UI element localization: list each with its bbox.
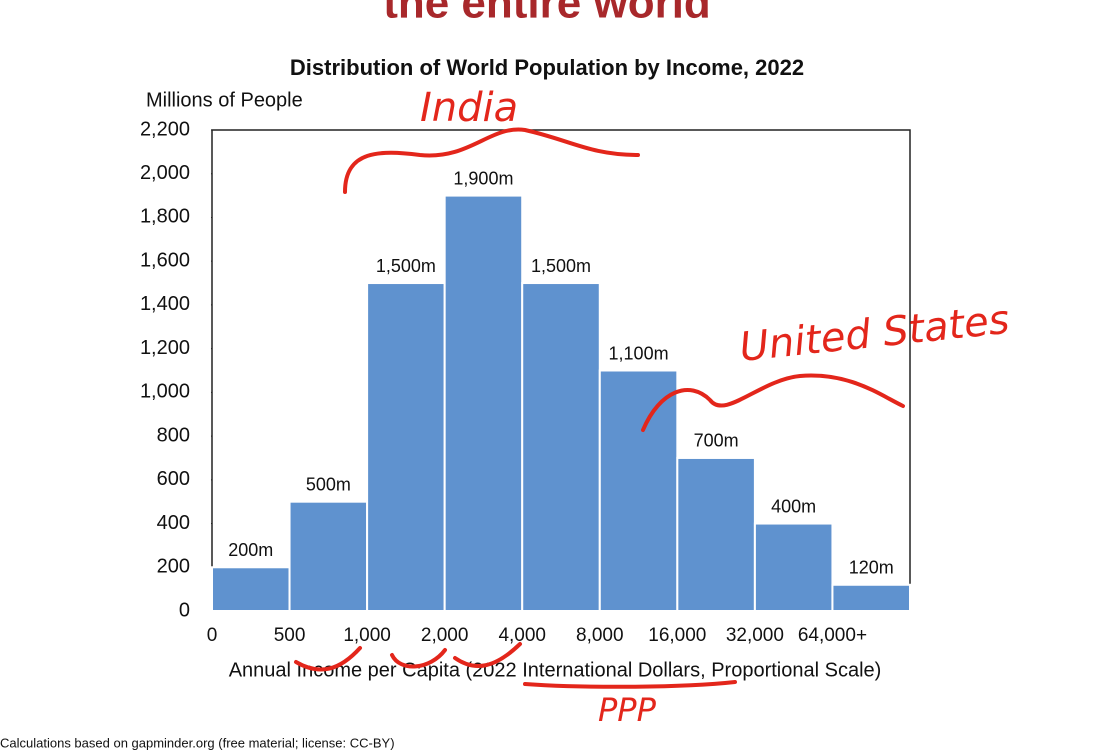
annotation: India <box>420 85 518 131</box>
y-tick-label: 2,000 <box>140 162 190 184</box>
x-tick-label: 1,000 <box>343 625 391 646</box>
annotation-stroke <box>294 642 522 672</box>
bar <box>443 194 524 612</box>
bar <box>676 456 756 613</box>
value-label: 400m <box>771 496 816 516</box>
x-tick-label: 500 <box>274 625 306 646</box>
value-label: 500m <box>306 474 351 494</box>
value-label: 1,100m <box>609 343 669 363</box>
source-note: Calculations based on gapminder.org (fre… <box>0 735 395 750</box>
x-tick-label: 8,000 <box>576 625 624 646</box>
plot: 0 200 400 600 800 1,000 1,200 1,400 1,600 1,800 2,… <box>140 118 912 646</box>
y-tick-label: 1,200 <box>140 337 190 359</box>
annotation-stroke <box>343 127 640 194</box>
annotation-stroke <box>523 680 737 689</box>
bar <box>598 369 679 612</box>
y-tick-label: 1,600 <box>140 249 190 271</box>
value-label: 700m <box>694 431 739 451</box>
chart-title: Distribution of World Population by Inco… <box>290 55 804 80</box>
y-tick-label: 400 <box>157 512 190 534</box>
x-tick-label: 16,000 <box>648 625 706 646</box>
x-tick-label: 0 <box>207 625 218 646</box>
annotation: United States <box>737 297 1011 371</box>
y-tick-label: 1,800 <box>140 206 190 228</box>
value-label: 120m <box>849 558 894 578</box>
value-label: 1,500m <box>376 256 436 276</box>
bar <box>753 522 834 613</box>
x-tick-label: 2,000 <box>421 625 469 646</box>
value-label: 1,900m <box>453 168 513 188</box>
bar <box>288 500 369 613</box>
annotation-stroke <box>641 373 905 432</box>
y-tick-label: 200 <box>157 556 190 578</box>
x-tick-label: 64,000+ <box>798 625 867 646</box>
y-tick-label: 800 <box>157 424 190 446</box>
y-axis-label: Millions of People <box>146 89 303 111</box>
slide-title: the entire world <box>383 0 711 28</box>
bar <box>366 282 446 612</box>
x-tick-label: 4,000 <box>498 625 546 646</box>
value-label: 200m <box>228 540 273 560</box>
y-tick-label: 2,200 <box>140 118 190 140</box>
bar <box>521 282 601 612</box>
y-tick-label: 600 <box>157 468 190 490</box>
y-tick-label: 1,000 <box>140 381 190 403</box>
bar <box>211 566 291 612</box>
y-tick-label: 1,400 <box>140 293 190 315</box>
x-axis-label: Annual Income per Capita (2022 Internati… <box>229 659 882 681</box>
y-tick-label: 0 <box>179 599 190 621</box>
x-tick-label: 32,000 <box>726 625 784 646</box>
annotation: PPP <box>598 691 657 729</box>
value-label: 1,500m <box>531 256 591 276</box>
bar <box>831 583 912 612</box>
